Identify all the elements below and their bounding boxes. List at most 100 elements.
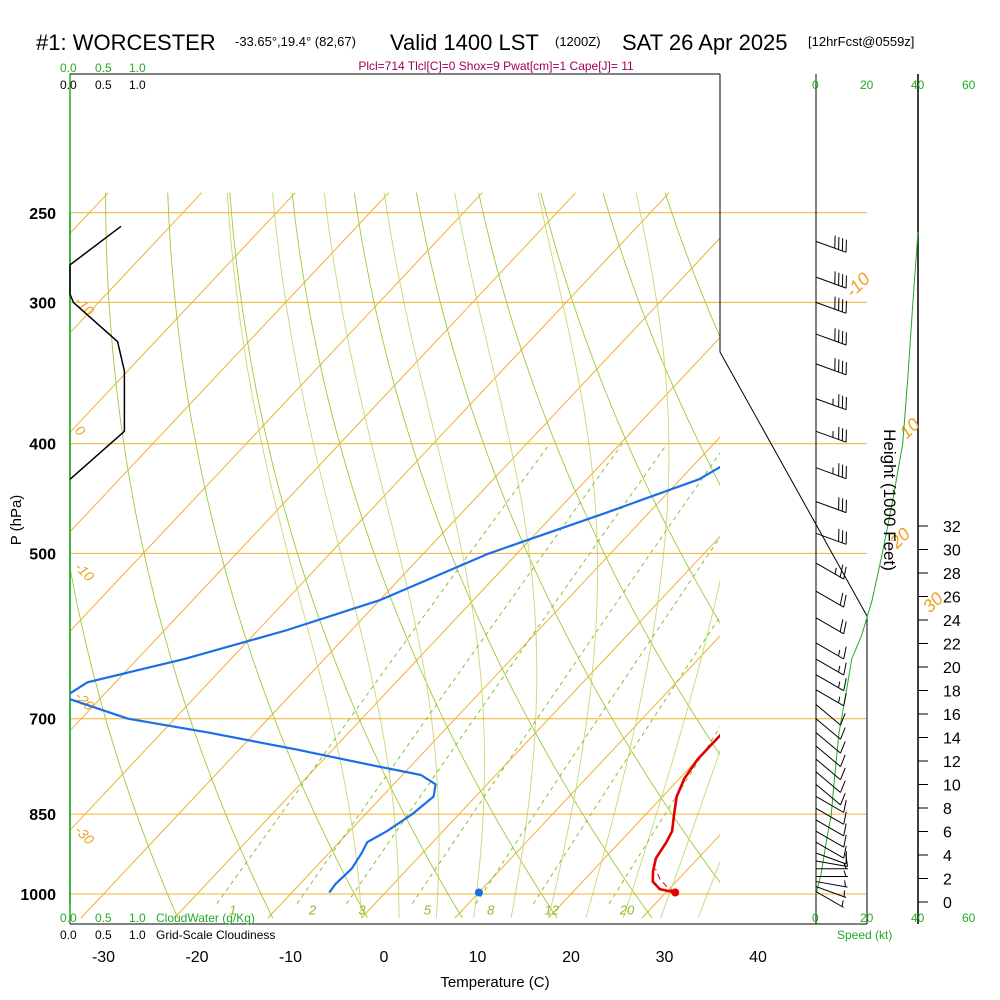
y-tick-label: 500 bbox=[29, 546, 56, 563]
x-tick-label: 30 bbox=[656, 949, 674, 966]
x-axis-ticks: -30 -20 -10 0 10 20 30 40 bbox=[92, 949, 767, 966]
speed-tick-bottom-1: 20 bbox=[860, 911, 874, 925]
wind-barb bbox=[815, 891, 844, 908]
wind-barb bbox=[815, 358, 847, 376]
x-tick-label: 0 bbox=[380, 949, 389, 966]
wind-barb-half-feather bbox=[841, 900, 844, 907]
wind-barb bbox=[815, 674, 847, 692]
wind-barb-shaft bbox=[815, 830, 844, 848]
speed-tick-bottom-0: 0 bbox=[812, 911, 819, 925]
wind-barb-feather bbox=[843, 800, 847, 813]
zulu-time: (1200Z) bbox=[555, 34, 601, 49]
isotherm-line bbox=[267, 436, 720, 919]
mixing-ratio-labels: 1 2 3 5 8 12 20 bbox=[229, 903, 635, 918]
isotherm-line bbox=[454, 635, 720, 919]
y-tick-label: 850 bbox=[29, 807, 56, 824]
wind-barb-feather bbox=[843, 646, 847, 660]
wind-barb-feather bbox=[843, 678, 847, 691]
cloudwater-tick-bottom-1: 0.5 bbox=[95, 911, 112, 925]
cloudwater-scale-top: 0.0 0.5 1.0 bbox=[60, 61, 146, 75]
wind-barb-feather bbox=[839, 592, 844, 606]
wind-barb-feather bbox=[840, 741, 846, 754]
wind-barb bbox=[815, 870, 849, 877]
wind-barb-shaft bbox=[815, 333, 847, 346]
moist-adiabat-line bbox=[383, 192, 485, 919]
y-tick-label: 250 bbox=[29, 206, 56, 223]
wind-barb-feather bbox=[843, 845, 847, 859]
wind-barb-shaft bbox=[815, 819, 844, 837]
mixing-ratio-label: 8 bbox=[487, 903, 495, 918]
cloudwater-tick-top-0: 0.0 bbox=[60, 61, 77, 75]
wind-barb-shaft bbox=[815, 891, 844, 908]
moist-adiabat-line bbox=[454, 192, 538, 919]
wind-barb-shaft bbox=[815, 532, 847, 545]
wind-barb bbox=[815, 819, 847, 837]
station-coords: -33.65°,19.4° (82,67) bbox=[235, 34, 356, 49]
x-tick-label: 10 bbox=[469, 949, 487, 966]
height-tick-label: 20 bbox=[943, 660, 961, 677]
isotherm-line bbox=[70, 192, 670, 831]
wind-barb bbox=[815, 807, 847, 825]
dry-adiabat-lines bbox=[70, 192, 720, 919]
mixing-ratio-label: 1 bbox=[229, 903, 236, 918]
wind-barb-shaft bbox=[815, 783, 841, 806]
wind-barb bbox=[815, 732, 846, 754]
dry-adiabat-line bbox=[291, 192, 558, 919]
mixing-ratio-line bbox=[216, 443, 551, 904]
height-tick-label: 4 bbox=[943, 848, 952, 865]
wind-barb bbox=[815, 886, 847, 898]
moist-adiabat-line bbox=[585, 192, 670, 919]
moist-adiabat-line bbox=[537, 192, 598, 919]
dry-adiabat-line bbox=[105, 192, 274, 919]
dry-adiabat-line bbox=[167, 192, 368, 919]
wind-barb-half-feather bbox=[838, 681, 841, 688]
wind-barb bbox=[815, 704, 846, 726]
cloudwater-tick-top-2: 1.0 bbox=[129, 61, 146, 75]
dewpoint-trace bbox=[70, 465, 720, 894]
wind-barb bbox=[815, 271, 847, 289]
height-tick-label: 2 bbox=[943, 872, 952, 889]
wind-barb-feather bbox=[840, 754, 846, 767]
wind-barb-shaft bbox=[815, 745, 841, 767]
x-tick-label: 40 bbox=[749, 949, 767, 966]
forecast-run: [12hrFcst@0559z] bbox=[808, 34, 914, 49]
wind-barb bbox=[815, 851, 847, 865]
wind-barb-shaft bbox=[815, 689, 844, 707]
wind-barb-shaft bbox=[815, 881, 848, 888]
wind-barb-feather bbox=[840, 713, 846, 726]
wind-barb bbox=[815, 745, 846, 767]
y-tick-label: 700 bbox=[29, 712, 56, 729]
wind-barb-half-feather bbox=[838, 649, 841, 657]
y-tick-label: 400 bbox=[29, 437, 56, 454]
cloudiness-tick-bottom-0: 0.0 bbox=[60, 928, 77, 942]
height-tick-label: 22 bbox=[943, 637, 961, 654]
cloud-profiles bbox=[69, 212, 126, 904]
plot-right-diagonal bbox=[719, 351, 868, 617]
wind-barb bbox=[815, 463, 847, 480]
dry-adiabat-line bbox=[229, 192, 463, 919]
wind-barb-shaft bbox=[815, 771, 841, 793]
dry-adiabat-line bbox=[353, 192, 653, 919]
cloudwater-tick-top-1: 0.5 bbox=[95, 61, 112, 75]
cloudwater-tick-bottom-2: 1.0 bbox=[129, 911, 146, 925]
wind-barb-shaft bbox=[815, 430, 847, 443]
cloudiness-tick-top-1: 0.5 bbox=[95, 78, 112, 92]
dry-adiabat-line bbox=[478, 192, 720, 756]
wind-barb-shaft bbox=[815, 398, 847, 411]
isotherm-line bbox=[80, 237, 720, 919]
speed-tick-top-1: 20 bbox=[860, 78, 874, 92]
isotherm-line bbox=[70, 192, 296, 434]
wind-barb-shaft bbox=[815, 363, 847, 376]
wind-barb-feather bbox=[843, 823, 847, 836]
cloudiness-tick-top-0: 0.0 bbox=[60, 78, 77, 92]
wind-barb-feather bbox=[839, 619, 844, 632]
wind-barb-shaft bbox=[815, 617, 844, 635]
y-tick-label: 1000 bbox=[20, 887, 56, 904]
moist-adiabat-line bbox=[226, 192, 362, 919]
cloudiness-tick-bottom-2: 1.0 bbox=[129, 928, 146, 942]
wind-barb bbox=[815, 528, 847, 545]
height-tick-label: 10 bbox=[943, 778, 961, 795]
speed-tick-bottom-2: 40 bbox=[911, 911, 925, 925]
sounding-indices: Plcl=714 Tlcl[C]=0 Shox=9 Pwat[cm]=1 Cap… bbox=[358, 59, 634, 73]
wind-barb-shaft bbox=[815, 841, 844, 859]
